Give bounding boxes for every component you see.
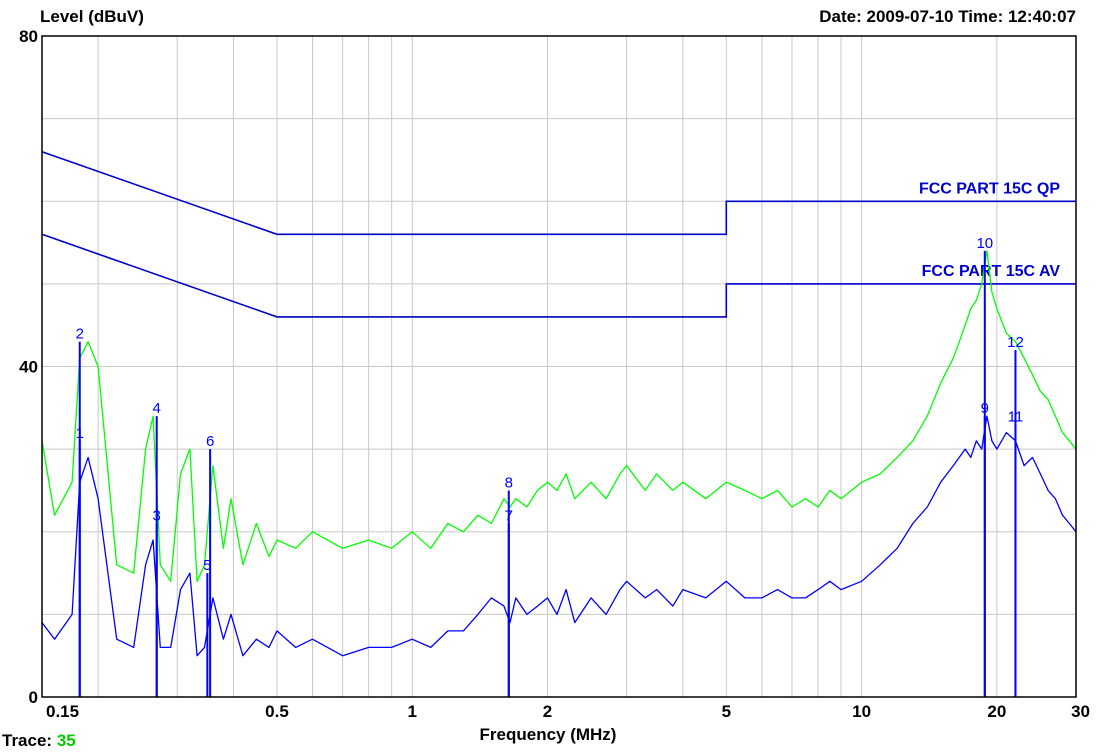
trace-value: 35 [57,731,76,749]
y-axis-label: Level (dBuV) [40,7,144,26]
av-limit-label: FCC PART 15C AV [922,263,1061,280]
marker-8-label: 8 [505,474,513,491]
y-tick-label: 0 [29,688,38,707]
marker-10-label: 10 [976,235,993,252]
qp-limit-label: FCC PART 15C QP [919,180,1060,197]
marker-4-label: 4 [153,400,161,417]
marker-12-label: 12 [1007,334,1024,351]
qp-limit-line [41,150,1076,236]
x-axis-label: Frequency (MHz) [480,725,617,744]
marker-6-label: 6 [206,433,214,450]
x-tick-label: 0.15 [46,702,79,721]
date-time-stamp: Date: 2009-07-10 Time: 12:40:07 [819,7,1076,26]
x-tick-label: 10 [852,702,871,721]
x-tick-label: 30 [1071,702,1090,721]
limit-lines: FCC PART 15C QP FCC PART 15C AV [41,150,1076,318]
x-tick-label: 2 [543,702,552,721]
y-tick-label: 80 [19,27,38,46]
marker-2-label: 2 [76,326,84,343]
x-tick-label: 5 [722,702,731,721]
markers: 123456789101112 [76,235,1024,697]
marker-5-label: 5 [203,557,211,574]
av-trace [41,415,1077,657]
x-tick-label: 1 [408,702,417,721]
x-tick-label: 20 [987,702,1006,721]
trace-label-text: Trace: [2,731,52,749]
grid [42,36,1076,697]
av-limit-line [41,233,1076,318]
trace-label: Trace: 35 [2,731,76,749]
qp-trace [41,250,1077,582]
y-tick-label: 40 [19,358,38,377]
plot-frame [41,35,1077,698]
traces [41,250,1077,657]
x-tick-label: 0.5 [265,702,289,721]
